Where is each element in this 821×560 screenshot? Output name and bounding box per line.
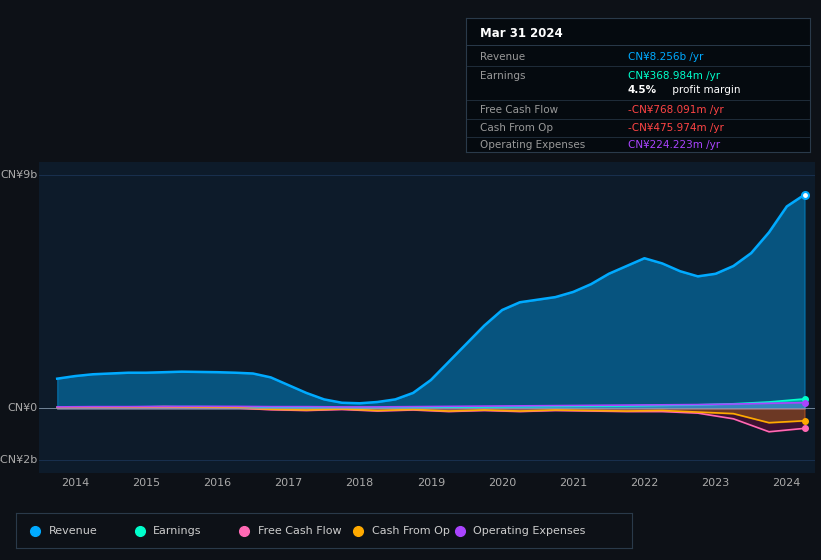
Text: Earnings: Earnings xyxy=(479,71,525,81)
Text: CN¥8.256b /yr: CN¥8.256b /yr xyxy=(628,52,703,62)
Text: Mar 31 2024: Mar 31 2024 xyxy=(479,27,562,40)
Text: Revenue: Revenue xyxy=(48,525,97,535)
Text: Operating Expenses: Operating Expenses xyxy=(479,141,585,150)
Text: 4.5%: 4.5% xyxy=(628,85,657,95)
Text: CN¥0: CN¥0 xyxy=(7,403,38,413)
Text: -CN¥475.974m /yr: -CN¥475.974m /yr xyxy=(628,123,723,133)
Text: CN¥224.223m /yr: CN¥224.223m /yr xyxy=(628,141,720,150)
Text: Cash From Op: Cash From Op xyxy=(372,525,450,535)
Text: Free Cash Flow: Free Cash Flow xyxy=(258,525,342,535)
Text: -CN¥768.091m /yr: -CN¥768.091m /yr xyxy=(628,105,723,115)
Text: CN¥9b: CN¥9b xyxy=(1,170,38,180)
Text: Cash From Op: Cash From Op xyxy=(479,123,553,133)
Text: CN¥368.984m /yr: CN¥368.984m /yr xyxy=(628,71,720,81)
Text: Earnings: Earnings xyxy=(154,525,202,535)
Text: Revenue: Revenue xyxy=(479,52,525,62)
Text: Free Cash Flow: Free Cash Flow xyxy=(479,105,558,115)
Text: -CN¥2b: -CN¥2b xyxy=(0,455,38,465)
Text: profit margin: profit margin xyxy=(669,85,741,95)
Text: Operating Expenses: Operating Expenses xyxy=(474,525,585,535)
